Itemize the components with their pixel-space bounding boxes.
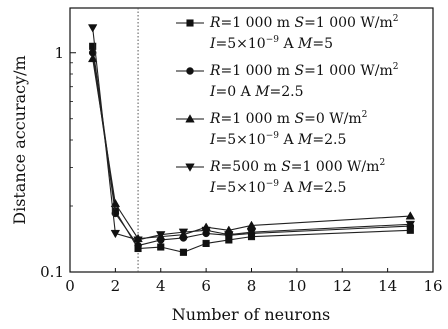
legend-line-2: I=5×10−9 A M=2.5 <box>209 131 346 148</box>
legend-swatch-marker <box>185 163 195 172</box>
legend-line-1: R=500 m S=1 000 W/m2 <box>209 158 385 175</box>
x-tick-label: 0 <box>65 277 75 295</box>
series-layer <box>87 24 416 256</box>
x-tick-label: 4 <box>156 277 166 295</box>
data-point <box>157 243 165 251</box>
legend-line-2: I=5×10−9 A M=2.5 <box>209 179 346 196</box>
data-point <box>110 198 121 208</box>
legend-entry: R=1 000 m S=0 W/m2 I=5×10−9 A M=2.5 <box>176 110 367 148</box>
legend-entry: R=1 000 m S=1 000 W/m2 I=0 A M=2.5 <box>176 62 399 100</box>
legend-line-2: I=0 A M=2.5 <box>209 84 304 100</box>
x-axis-label: Number of neurons <box>172 305 330 324</box>
data-point <box>405 211 416 220</box>
y-tick-label: 0.1 <box>40 263 64 281</box>
data-point <box>246 228 257 237</box>
legend-line-1: R=1 000 m S=1 000 W/m2 <box>209 14 399 31</box>
x-tick-label: 16 <box>423 277 442 295</box>
x-tick-label: 10 <box>287 277 306 295</box>
data-point <box>405 220 416 230</box>
data-point <box>110 229 121 239</box>
x-tick-label: 2 <box>111 277 121 295</box>
legend-swatch-marker <box>186 19 194 27</box>
legend-line-2: I=5×10−9 A M=5 <box>209 35 333 52</box>
data-point <box>202 239 210 247</box>
data-point <box>87 53 98 63</box>
legend-swatch-marker <box>186 67 194 75</box>
legend-line-1: R=1 000 m S=0 W/m2 <box>209 110 367 127</box>
data-point <box>224 231 234 240</box>
x-tick-label: 12 <box>333 277 352 295</box>
x-axis-ticks: 0 2 4 6 8 10 12 14 16 <box>65 268 443 295</box>
x-tick-label: 8 <box>247 277 257 295</box>
data-point <box>179 248 187 256</box>
legend-entry: R=500 m S=1 000 W/m2 I=5×10−9 A M=2.5 <box>176 158 385 196</box>
legend-line-1: R=1 000 m S=1 000 W/m2 <box>209 62 399 79</box>
series-4 <box>87 24 416 245</box>
data-point <box>178 228 189 237</box>
data-point <box>156 231 166 240</box>
y-tick-label: 1 <box>54 44 64 62</box>
x-tick-label: 6 <box>201 277 211 295</box>
y-axis-ticks: 0.11 <box>40 44 76 281</box>
legend: R=1 000 m S=1 000 W/m2I=5×10−9 A M=5R=1 … <box>176 14 399 196</box>
legend-swatch-marker <box>185 114 195 123</box>
y-axis-label: Distance accuracy/m <box>10 55 29 224</box>
x-tick-label: 14 <box>378 277 397 295</box>
data-point <box>133 236 143 245</box>
legend-entry: R=1 000 m S=1 000 W/m2 I=5×10−9 A M=5 <box>176 14 399 52</box>
data-point <box>87 24 98 33</box>
data-point <box>201 226 211 236</box>
